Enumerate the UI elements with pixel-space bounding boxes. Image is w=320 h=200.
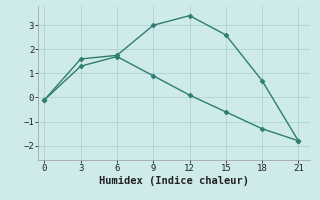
X-axis label: Humidex (Indice chaleur): Humidex (Indice chaleur) xyxy=(100,176,249,186)
